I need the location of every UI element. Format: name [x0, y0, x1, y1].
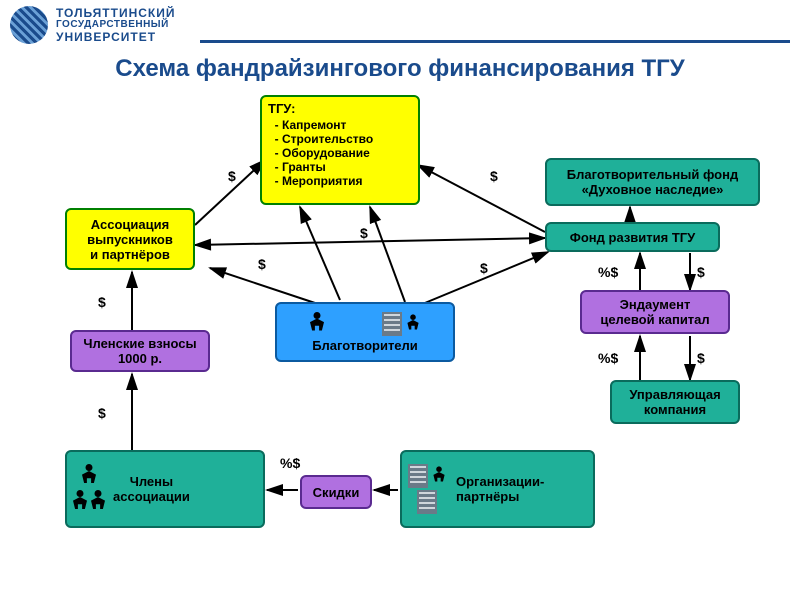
node-label: партнёры	[456, 489, 544, 504]
edge-label: $	[490, 168, 498, 184]
node-label: ассоциации	[113, 489, 190, 504]
node-tgu: ТГУ: КапремонтСтроительствоОборудованиеГр…	[260, 95, 420, 205]
node-devfund: Фонд развития ТГУ	[545, 222, 720, 252]
edge-label: $	[697, 264, 705, 280]
node-label: Управляющая	[629, 387, 720, 402]
edge-arrow	[210, 268, 315, 303]
edge-arrow	[300, 207, 340, 300]
node-item-list: КапремонтСтроительствоОборудованиеГранты…	[268, 118, 373, 188]
person-icon	[310, 312, 324, 336]
node-mgmt: Управляющаякомпания	[610, 380, 740, 424]
building-icon	[408, 464, 428, 488]
edge-label: $	[480, 260, 488, 276]
node-label: Организации-	[456, 474, 544, 489]
edge-label: $	[228, 168, 236, 184]
node-label: Члены	[113, 474, 190, 489]
edge-label: %$	[598, 350, 618, 366]
edge-arrow	[418, 165, 545, 232]
node-title: ТГУ:	[268, 101, 295, 116]
node-endowment: Эндаументцелевой капитал	[580, 290, 730, 334]
edge-label: $	[98, 294, 106, 310]
node-item: Капремонт	[282, 118, 373, 132]
node-discounts: Скидки	[300, 475, 372, 509]
node-label: Эндаумент	[620, 297, 691, 312]
building-icon	[382, 312, 402, 336]
edge-label: %$	[598, 264, 618, 280]
building-icon	[417, 490, 437, 514]
edge-label: %$	[280, 455, 300, 471]
edge-label: $	[258, 256, 266, 272]
edge-arrow	[195, 238, 545, 245]
group-icon	[407, 314, 418, 333]
node-label: компания	[644, 402, 706, 417]
node-item: Гранты	[282, 160, 373, 174]
person-icon	[91, 490, 105, 514]
node-label: выпускников	[87, 232, 173, 247]
group-icon	[433, 466, 444, 485]
node-label: Благотворительный фонд	[567, 167, 738, 182]
node-assoc: Ассоциациявыпускникови партнёров	[65, 208, 195, 270]
node-item: Оборудование	[282, 146, 373, 160]
node-item: Строительство	[282, 132, 373, 146]
node-members: Членыассоциации	[65, 450, 265, 528]
node-fees: Членские взносы1000 р.	[70, 330, 210, 372]
node-label: Членские взносы	[83, 336, 196, 351]
node-charity: Благотворительный фонд«Духовное наследие…	[545, 158, 760, 206]
node-partners: Организации-партнёры	[400, 450, 595, 528]
person-icon	[82, 464, 96, 488]
node-label: и партнёров	[90, 247, 170, 262]
diagram-stage: ТГУ: КапремонтСтроительствоОборудованиеГр…	[0, 0, 800, 600]
edge-label: $	[697, 350, 705, 366]
node-label: «Духовное наследие»	[582, 182, 724, 197]
node-label: Скидки	[313, 485, 360, 500]
person-icon	[73, 490, 87, 514]
edge-arrow	[370, 207, 405, 302]
node-label: 1000 р.	[118, 351, 162, 366]
node-label: Фонд развития ТГУ	[570, 230, 695, 245]
node-donors: Благотворители	[275, 302, 455, 362]
node-item: Мероприятия	[282, 174, 373, 188]
node-label: Ассоциация	[91, 217, 169, 232]
node-label: целевой капитал	[600, 312, 709, 327]
edge-label: $	[360, 225, 368, 241]
node-label: Благотворители	[312, 338, 418, 353]
edge-label: $	[98, 405, 106, 421]
